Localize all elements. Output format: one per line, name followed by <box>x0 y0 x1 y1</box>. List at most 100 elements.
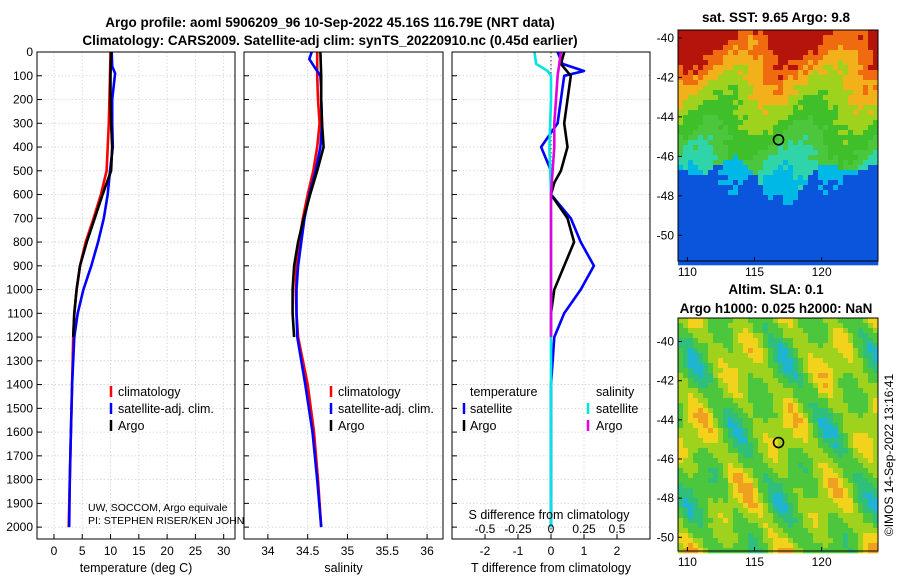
sst-map-cell <box>793 55 799 61</box>
sla-map-cell <box>823 393 829 399</box>
sst-map-cell <box>773 215 779 221</box>
sst-map-cell <box>823 55 829 61</box>
series-line-satellite-adj-clim- <box>67 51 117 528</box>
sla-map-cell <box>823 408 829 414</box>
sla-map-cell <box>828 448 834 454</box>
sla-map-cell <box>703 418 709 424</box>
sla-map-cell <box>858 393 864 399</box>
sst-map-cell <box>868 220 874 226</box>
sla-map-cell <box>738 333 744 339</box>
sst-map-cell <box>703 245 709 251</box>
sst-map-cell <box>853 180 859 186</box>
sla-map-cell <box>838 388 844 394</box>
sla-map-cell <box>838 393 844 399</box>
sst-map-cell <box>728 210 734 216</box>
sst-map-cell <box>788 130 794 136</box>
sst-map-cell <box>738 105 744 111</box>
sst-map-cell <box>708 155 714 161</box>
sla-map-cell <box>733 463 739 469</box>
sla-map-cell <box>728 328 734 334</box>
sst-map-cell <box>703 50 709 56</box>
sst-map-cell <box>808 105 814 111</box>
sla-map-cell <box>678 493 684 499</box>
sst-map-cell <box>838 145 844 151</box>
sst-map-cell <box>708 95 714 101</box>
sst-map-cell <box>863 255 869 261</box>
sst-map-cell <box>738 55 744 61</box>
sst-map-cell <box>783 135 789 141</box>
sla-map-cell <box>873 433 879 439</box>
sla-map-cell <box>833 543 839 549</box>
sst-map-cell <box>753 45 759 51</box>
sst-map-cell <box>773 260 779 266</box>
sst-map-cell <box>733 210 739 216</box>
sst-map-cell <box>688 140 694 146</box>
sla-map-cell <box>783 528 789 534</box>
sst-map-cell <box>723 40 729 46</box>
sst-map-cell <box>858 115 864 121</box>
sla-map-cell <box>863 338 869 344</box>
sla-map-cell <box>698 423 704 429</box>
sst-map-cell <box>718 180 724 186</box>
depth-tick-label: 1700 <box>6 449 33 463</box>
sla-map-cell <box>858 403 864 409</box>
sst-map-cell <box>838 255 844 261</box>
sst-map-cell <box>723 220 729 226</box>
sla-map-cell <box>698 373 704 379</box>
sst-map-cell <box>833 95 839 101</box>
s-tick-label: 0.25 <box>572 522 596 536</box>
sla-map-cell <box>758 373 764 379</box>
sst-map-cell <box>843 185 849 191</box>
sst-map-cell <box>768 260 774 266</box>
sst-map-cell <box>723 155 729 161</box>
sla-map-cell <box>718 458 724 464</box>
sst-map-cell <box>778 240 784 246</box>
sst-map-cell <box>848 230 854 236</box>
sst-map-cell <box>818 90 824 96</box>
sst-map-cell <box>803 105 809 111</box>
sla-map-cell <box>818 393 824 399</box>
sst-map-cell <box>778 85 784 91</box>
sla-map-cell <box>873 543 879 549</box>
sst-map-cell <box>783 100 789 106</box>
sst-map-cell <box>868 95 874 101</box>
sst-map-cell <box>843 40 849 46</box>
sla-map-cell <box>758 528 764 534</box>
sst-map-cell <box>743 40 749 46</box>
sla-map-cell <box>798 358 804 364</box>
sst-map-cell <box>788 240 794 246</box>
sst-map-cell <box>738 65 744 71</box>
sst-map-cell <box>823 135 829 141</box>
sla-map-cell <box>773 478 779 484</box>
sla-map-cell <box>758 478 764 484</box>
sla-map-cell <box>713 543 719 549</box>
sst-map-cell <box>843 100 849 106</box>
sla-map-cell <box>693 458 699 464</box>
sst-map-cell <box>848 145 854 151</box>
sla-map-cell <box>848 413 854 419</box>
sst-map-cell <box>713 160 719 166</box>
sst-map-cell <box>698 75 704 81</box>
sla-map-cell <box>728 473 734 479</box>
sla-map-cell <box>698 443 704 449</box>
sla-map-cell <box>848 393 854 399</box>
sst-map-cell <box>773 45 779 51</box>
sla-map-cell <box>823 478 829 484</box>
series-line-t-argo <box>549 51 576 338</box>
sst-map-cell <box>748 255 754 261</box>
sla-map-cell <box>848 418 854 424</box>
sla-map-cell <box>853 378 859 384</box>
sst-map-cell <box>773 155 779 161</box>
sst-map-cell <box>703 165 709 171</box>
sst-map-cell <box>843 105 849 111</box>
sst-map-cell <box>818 105 824 111</box>
sla-map-cell <box>838 383 844 389</box>
sst-map-cell <box>758 130 764 136</box>
sla-map-cell <box>693 498 699 504</box>
legend-s-argo-label: Argo <box>596 419 622 433</box>
sst-map-cell <box>843 180 849 186</box>
sla-map-cell <box>708 528 714 534</box>
sst-map-cell <box>828 245 834 251</box>
sst-map-cell <box>863 155 869 161</box>
